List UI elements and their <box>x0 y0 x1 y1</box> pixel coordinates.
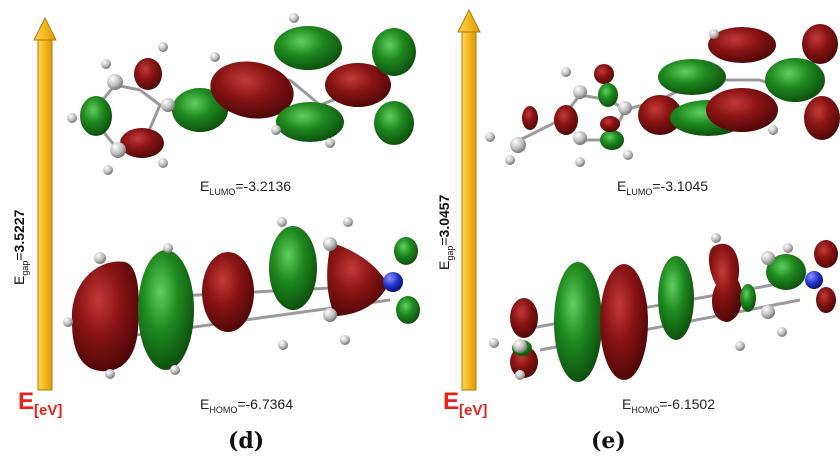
energy-unit-d: E[eV] <box>18 388 63 419</box>
panel-label-d: (d) <box>228 428 265 454</box>
homo-orbital-d <box>63 217 420 379</box>
lumo-orbital-d <box>67 13 416 175</box>
homo-energy-e: EHOMO=-6.1502 <box>622 396 716 415</box>
lumo-orbital-e <box>485 24 840 167</box>
panel-label-e: (e) <box>591 428 626 454</box>
energy-unit-e: E[eV] <box>443 388 488 419</box>
lumo-energy-e: ELUMO=-3.1045 <box>617 178 709 197</box>
energy-arrow-d <box>33 16 57 391</box>
homo-orbital-e <box>489 233 838 382</box>
gap-label-d: Egap=3.5227 <box>11 209 30 285</box>
lumo-energy-d: ELUMO=-3.2136 <box>200 178 292 197</box>
energy-arrow-e <box>457 8 481 391</box>
homo-energy-d: EHOMO=-6.7364 <box>200 396 294 415</box>
gap-label-e: Egap=3.0457 <box>436 194 455 270</box>
